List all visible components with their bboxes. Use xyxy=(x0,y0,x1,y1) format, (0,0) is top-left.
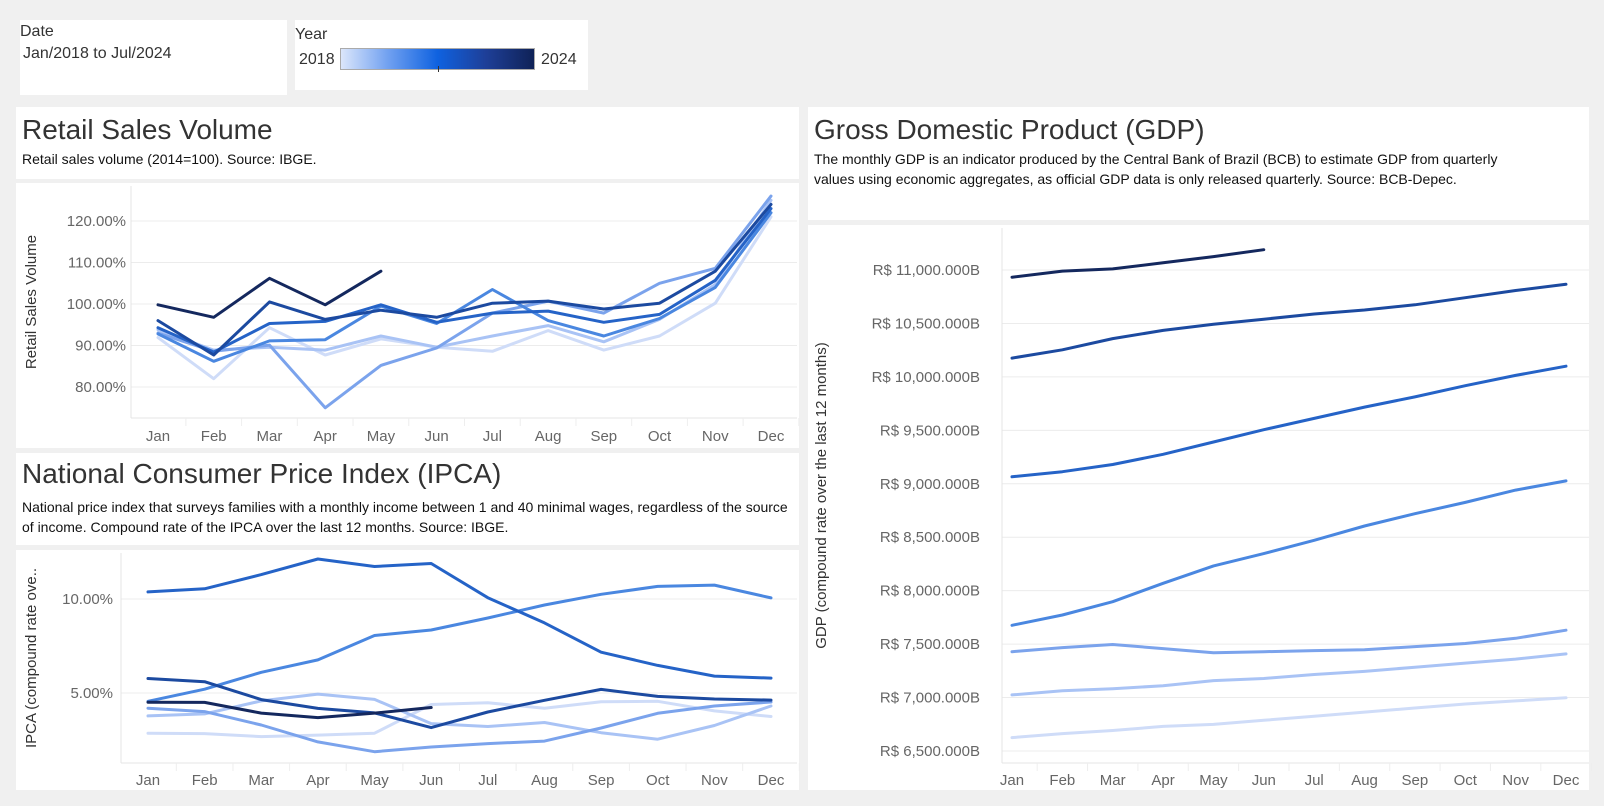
series-line-2020[interactable] xyxy=(156,194,773,410)
x-tick-label: Dec xyxy=(1553,772,1580,789)
retail-header: Retail Sales Volume Retail sales volume … xyxy=(16,107,799,179)
x-tick-label: May xyxy=(367,428,396,445)
x-tick-label: Aug xyxy=(535,428,562,445)
y-tick-label: 5.00% xyxy=(70,685,113,702)
year-legend-min: 2018 xyxy=(299,51,335,68)
x-tick-label: Apr xyxy=(314,428,337,445)
gdp-header: Gross Domestic Product (GDP) The monthly… xyxy=(808,107,1589,220)
x-tick-label: Oct xyxy=(1454,772,1478,789)
series-line-2019[interactable] xyxy=(156,198,773,352)
x-tick-label: Dec xyxy=(758,428,785,445)
gdp-title: Gross Domestic Product (GDP) xyxy=(814,114,1205,145)
series-line-2021[interactable] xyxy=(156,211,773,363)
y-tick-label: R$ 7,500.000B xyxy=(880,636,980,653)
x-tick-label: Apr xyxy=(1151,772,1174,789)
x-tick-label: Jan xyxy=(1000,772,1024,789)
x-tick-label: Jun xyxy=(425,428,449,445)
ipca-header: National Consumer Price Index (IPCA) Nat… xyxy=(16,453,799,545)
y-tick-label: R$ 9,000.000B xyxy=(880,476,980,493)
y-tick-label: 110.00% xyxy=(68,255,126,272)
series-line-2023[interactable] xyxy=(146,677,773,730)
gdp-chart[interactable]: R$ 6,500.000B R$ 7,000.000B R$ 7,500.000B R… xyxy=(808,225,1592,790)
x-tick-label: Jul xyxy=(478,772,497,789)
series-line-2022[interactable] xyxy=(146,557,773,680)
date-filter[interactable]: Date Jan/2018 to Jul/2024 xyxy=(20,20,287,95)
date-filter-label: Date xyxy=(20,23,54,40)
x-tick-label: Jun xyxy=(1252,772,1276,789)
x-tick-label: May xyxy=(360,772,389,789)
x-tick-label: Jun xyxy=(419,772,443,789)
y-tick-label: 10.00% xyxy=(62,591,113,608)
x-tick-label: Jul xyxy=(1305,772,1324,789)
y-tick-label: 100.00% xyxy=(67,296,126,313)
series-line-2018[interactable] xyxy=(146,699,773,739)
x-tick-label: Sep xyxy=(590,428,617,445)
y-axis-title: IPCA (compound rate ove.. xyxy=(23,568,40,748)
year-scale-marker xyxy=(437,66,439,72)
x-tick-label: Nov xyxy=(702,428,729,445)
x-tick-label: Mar xyxy=(248,772,274,789)
y-axis-title: Retail Sales Volume xyxy=(23,235,40,369)
x-tick-label: Nov xyxy=(1502,772,1529,789)
x-tick-label: Mar xyxy=(1100,772,1126,789)
series-line-2020[interactable] xyxy=(146,700,773,754)
y-tick-label: R$ 8,500.000B xyxy=(880,529,980,546)
x-tick-label: Apr xyxy=(306,772,329,789)
x-tick-label: Jan xyxy=(146,428,170,445)
y-tick-label: R$ 7,000.000B xyxy=(880,690,980,707)
year-legend-max: 2024 xyxy=(541,51,577,68)
series-line-2024[interactable] xyxy=(156,269,383,319)
series-line-2019[interactable] xyxy=(1010,652,1568,697)
retail-subtitle: Retail sales volume (2014=100). Source: … xyxy=(22,151,317,167)
series-line-2023[interactable] xyxy=(1010,282,1568,360)
gdp-chart-panel xyxy=(808,225,1589,790)
ipca-subtitle: National price index that surveys famili… xyxy=(22,499,788,535)
series-line-2018[interactable] xyxy=(156,215,773,381)
x-tick-label: Feb xyxy=(201,428,227,445)
series-line-2023[interactable] xyxy=(156,202,773,357)
series-line-2022[interactable] xyxy=(156,207,773,354)
y-tick-label: R$ 10,500.000B xyxy=(872,315,980,332)
x-tick-label: May xyxy=(1199,772,1228,789)
series-line-2020[interactable] xyxy=(1010,628,1568,655)
y-tick-label: R$ 10,000.000B xyxy=(872,369,980,386)
x-tick-label: Dec xyxy=(758,772,785,789)
x-tick-label: Aug xyxy=(531,772,558,789)
y-tick-label: 120.00% xyxy=(67,213,126,230)
retail-sales-chart[interactable]: 80.00% 90.00% 100.00% 110.00% 120.00% Jan Feb M… xyxy=(16,183,800,448)
series-line-2021[interactable] xyxy=(146,583,773,703)
x-tick-label: Jul xyxy=(483,428,502,445)
y-tick-label: R$ 8,000.000B xyxy=(880,583,980,600)
x-tick-label: Feb xyxy=(192,772,218,789)
x-tick-label: Oct xyxy=(646,772,670,789)
gdp-subtitle: The monthly GDP is an indicator produced… xyxy=(814,151,1498,187)
x-tick-label: Jan xyxy=(136,772,160,789)
x-tick-label: Feb xyxy=(1049,772,1075,789)
x-tick-label: Mar xyxy=(257,428,283,445)
y-tick-label: R$ 11,000.000B xyxy=(873,262,980,279)
y-tick-label: 80.00% xyxy=(75,379,126,396)
series-line-2019[interactable] xyxy=(146,692,773,741)
series-line-2024[interactable] xyxy=(1010,248,1266,279)
x-tick-label: Aug xyxy=(1351,772,1378,789)
y-tick-label: R$ 6,500.000B xyxy=(880,743,980,760)
x-tick-label: Nov xyxy=(701,772,728,789)
series-line-2018[interactable] xyxy=(1010,696,1568,740)
y-tick-label: 90.00% xyxy=(75,338,126,355)
retail-title: Retail Sales Volume xyxy=(22,114,273,145)
year-legend: Year 2018 2024 xyxy=(295,20,588,90)
year-color-scale xyxy=(340,48,535,72)
year-legend-label: Year xyxy=(295,26,328,43)
y-axis-title: GDP (compound rate over the last 12 mont… xyxy=(813,342,830,649)
x-tick-label: Oct xyxy=(648,428,672,445)
x-tick-label: Sep xyxy=(1402,772,1429,789)
series-line-2021[interactable] xyxy=(1010,479,1568,627)
ipca-title: National Consumer Price Index (IPCA) xyxy=(22,458,502,489)
series-line-2022[interactable] xyxy=(1010,364,1568,479)
ipca-chart[interactable]: 5.00% 10.00% Jan Feb Mar Apr May Jun Jul Aug Sep Oc… xyxy=(16,550,800,790)
y-tick-label: R$ 9,500.000B xyxy=(880,422,980,439)
x-tick-label: Sep xyxy=(588,772,615,789)
date-filter-value[interactable]: Jan/2018 to Jul/2024 xyxy=(23,45,172,62)
series-line-2024[interactable] xyxy=(146,700,433,720)
